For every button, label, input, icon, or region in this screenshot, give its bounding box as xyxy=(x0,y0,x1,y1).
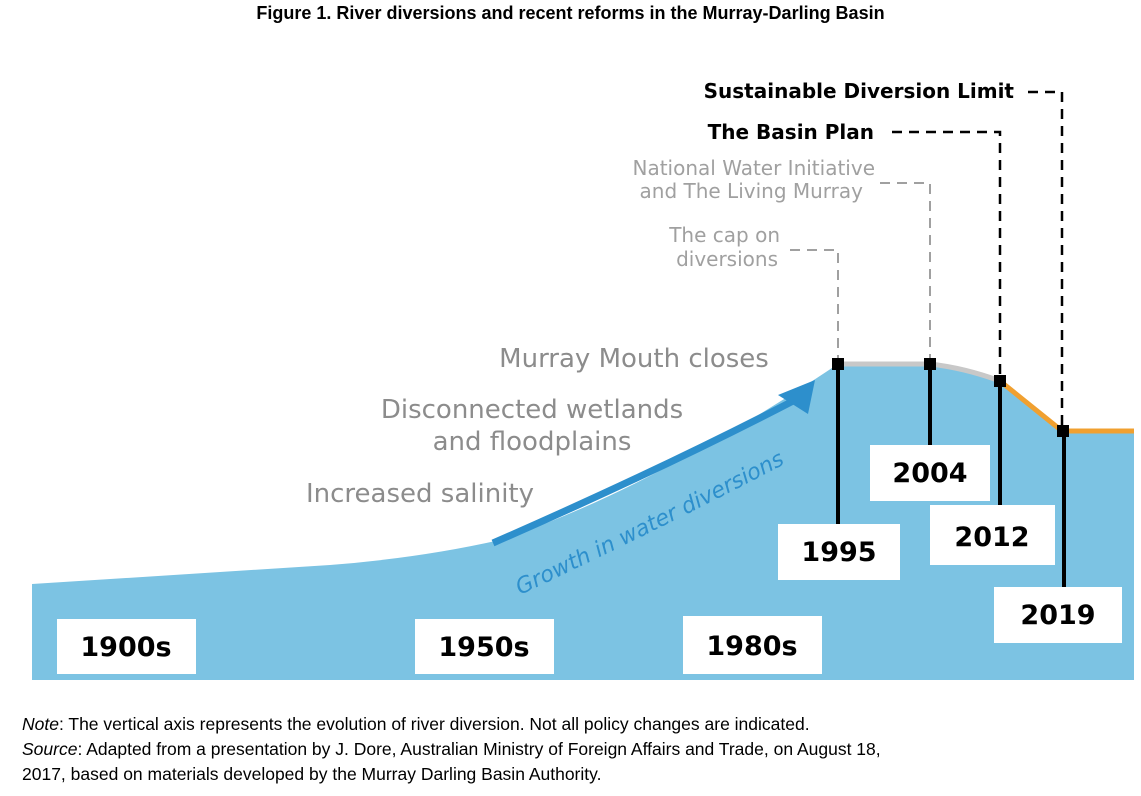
growth-arrow xyxy=(491,396,797,547)
milestone-nwi-line1: National Water Initiative xyxy=(633,156,876,180)
source-line-1: Source: Adapted from a presentation by J… xyxy=(22,738,881,760)
milestone-sdl: Sustainable Diversion Limit xyxy=(704,79,1015,103)
milestone-cap-line2: diversions xyxy=(676,247,778,271)
year-1995: 1995 xyxy=(801,537,876,568)
impact-wetlands-line2: and floodplains xyxy=(433,427,632,457)
milestone-basin-plan: The Basin Plan xyxy=(708,120,874,144)
year-box-2019 xyxy=(994,587,1122,643)
year-2004: 2004 xyxy=(892,458,967,489)
year-box-2012 xyxy=(930,505,1055,565)
marker-2019 xyxy=(1057,425,1069,437)
era-1900s: 1900s xyxy=(80,632,171,663)
basin-plan-dashed-connector xyxy=(892,130,1002,376)
year-2019: 2019 xyxy=(1020,600,1095,631)
marker-2004 xyxy=(924,358,936,370)
impact-wetlands-line1: Disconnected wetlands xyxy=(381,395,683,425)
year-2012: 2012 xyxy=(954,522,1029,553)
growth-arrowhead xyxy=(778,380,815,414)
era-box-1900s xyxy=(57,619,196,674)
sdl-dashed-connector xyxy=(1028,90,1064,425)
year-box-2004 xyxy=(870,445,990,501)
source-text-2: 2017, based on materials developed by th… xyxy=(22,764,602,784)
note-label: Note xyxy=(22,714,59,734)
cap-dashed-connector xyxy=(790,249,839,358)
milestone-nwi-line2: and The Living Murray xyxy=(640,179,864,203)
impact-salinity: Increased salinity xyxy=(306,479,534,509)
era-box-1950s xyxy=(415,619,554,674)
nwi-dashed-connector xyxy=(880,182,931,358)
source-text-1: : Adapted from a presentation by J. Dore… xyxy=(77,739,881,759)
source-label: Source xyxy=(22,739,78,759)
milestone-cap-line1: The cap on xyxy=(668,223,780,247)
year-box-1995 xyxy=(778,524,900,580)
marker-2012 xyxy=(994,375,1006,387)
impact-mouth-closes: Murray Mouth closes xyxy=(499,344,769,374)
era-1980s: 1980s xyxy=(706,631,797,662)
note-text: : The vertical axis represents the evolu… xyxy=(58,714,810,734)
figure-title: Figure 1. River diversions and recent re… xyxy=(256,3,885,23)
era-1950s: 1950s xyxy=(438,632,529,663)
era-box-1980s xyxy=(683,616,822,674)
source-line-2: 2017, based on materials developed by th… xyxy=(22,763,601,785)
diversion-area xyxy=(32,364,1134,680)
note-line: Note: The vertical axis represents the e… xyxy=(22,713,810,735)
marker-1995 xyxy=(832,358,844,370)
